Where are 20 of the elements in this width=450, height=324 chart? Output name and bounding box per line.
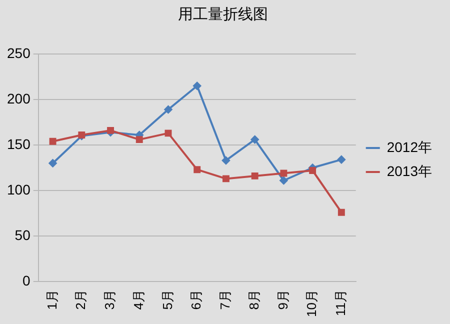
x-tick-label: 2月	[73, 290, 88, 310]
x-tick-label: 11月	[333, 290, 348, 316]
x-tick-label: 8月	[246, 290, 262, 310]
x-tick-label: 9月	[275, 290, 290, 310]
y-tick-label: 150	[7, 136, 31, 152]
x-tick-label: 7月	[218, 290, 233, 310]
x-tick-label: 10月	[304, 290, 320, 318]
legend-label: 2012年	[386, 138, 432, 155]
x-tick-label: 1月	[44, 290, 60, 310]
y-tick-label: 200	[7, 90, 31, 106]
x-tick-label: 5月	[160, 290, 175, 310]
y-tick-label: 250	[7, 44, 31, 61]
chart-title: 用工量折线图	[178, 6, 268, 24]
x-tick-label: 6月	[188, 290, 204, 310]
x-tick-label: 4月	[130, 290, 146, 310]
y-tick-label: 50	[14, 226, 31, 243]
x-tick-label: 3月	[102, 290, 118, 310]
legend-label: 2013年	[386, 162, 432, 179]
y-tick-label: 100	[7, 181, 31, 198]
y-tick-label: 0	[22, 272, 31, 288]
